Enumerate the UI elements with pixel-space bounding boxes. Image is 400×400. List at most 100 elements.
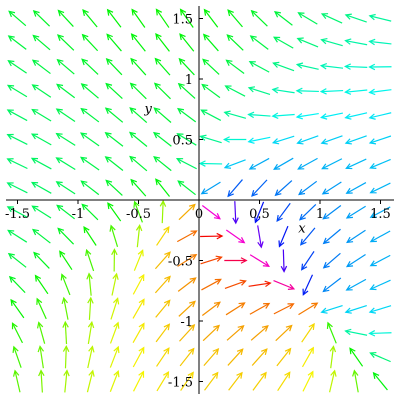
vector-arrow	[319, 62, 344, 70]
x-tick-label: -1	[72, 207, 85, 222]
vector-arrow	[33, 251, 50, 269]
vector-arrow	[344, 112, 368, 120]
vector-arrow	[106, 8, 122, 28]
vector-arrow	[368, 135, 392, 145]
vector-arrow	[273, 279, 296, 290]
vector-arrow	[12, 345, 22, 368]
vector-arrow	[344, 135, 367, 145]
vector-arrow	[55, 132, 76, 146]
vector-arrow	[107, 202, 122, 222]
vector-arrow	[55, 108, 76, 122]
vector-arrow	[10, 298, 25, 319]
x-tick-label: 1.5	[370, 207, 391, 222]
vector-arrow	[87, 345, 95, 369]
vector-arrow	[155, 299, 171, 318]
vector-arrow	[349, 347, 364, 367]
vector-arrow	[86, 369, 95, 393]
vector-arrow	[32, 34, 51, 51]
vector-arrow	[321, 181, 342, 195]
vector-arrow	[369, 158, 391, 169]
y-axis-label: y	[144, 102, 153, 117]
vector-arrow	[131, 8, 146, 28]
vector-arrow	[225, 229, 246, 244]
vector-arrow	[299, 204, 317, 221]
vector-arrow	[226, 324, 245, 341]
vector-arrow	[38, 369, 45, 393]
vector-arrow	[250, 325, 269, 341]
vector-arrow	[320, 37, 343, 47]
vector-arrow	[154, 275, 171, 294]
vector-arrow	[257, 225, 264, 249]
vector-arrow	[345, 278, 367, 291]
vector-arrow	[132, 370, 145, 392]
vector-arrow	[62, 344, 70, 369]
y-tick-label: -1.5	[168, 376, 193, 391]
vector-arrow	[155, 8, 170, 28]
vector-arrow	[298, 180, 318, 196]
vector-arrow	[31, 59, 51, 75]
vector-arrow	[249, 35, 269, 50]
vector-arrow	[369, 230, 391, 243]
vector-arrow	[272, 61, 295, 72]
vector-arrow	[369, 254, 391, 267]
vector-arrow	[322, 277, 342, 293]
vector-arrow	[198, 160, 223, 167]
vector-arrow	[109, 224, 119, 247]
vector-arrow	[224, 85, 246, 97]
vector-arrow	[179, 347, 195, 367]
vector-arrow	[30, 181, 52, 194]
vector-arrow	[176, 230, 198, 243]
y-tick-label: 1.5	[172, 13, 193, 28]
vector-arrow	[201, 301, 221, 316]
vector-arrow	[109, 345, 120, 368]
vector-arrow	[177, 253, 198, 267]
vector-arrow	[132, 298, 145, 319]
vector-arrow	[155, 323, 171, 343]
vector-arrow	[178, 57, 195, 76]
vector-arrow	[345, 205, 366, 219]
vector-arrow	[179, 33, 195, 52]
vector-arrow	[30, 133, 52, 146]
vector-arrow	[320, 112, 343, 120]
vector-arrow	[295, 62, 319, 70]
vector-arrow	[296, 135, 319, 145]
vector-arrow	[31, 84, 52, 98]
vector-arrow	[251, 179, 268, 197]
vector-arrow	[223, 159, 246, 169]
vector-arrow	[81, 33, 99, 52]
vector-arrow	[225, 59, 245, 74]
vector-arrow	[368, 305, 392, 314]
vector-arrow	[200, 181, 221, 195]
vector-arrow	[275, 324, 293, 342]
vector-arrow	[175, 158, 197, 170]
vector-arrow	[273, 303, 295, 315]
vector-arrow	[203, 348, 220, 366]
vector-arrow	[326, 321, 337, 344]
vector-arrow	[280, 249, 288, 273]
axes: -1.5 -1 -0.5 0 0.5 1 1.5 1.5 1 0.5 -0.5 -1 -1.5 x y	[5, 6, 394, 394]
vector-arrow	[7, 59, 27, 74]
vector-arrow	[179, 8, 194, 28]
vector-arrow	[105, 179, 123, 196]
vector-arrow	[223, 110, 247, 119]
vector-arrow	[227, 9, 243, 28]
vector-arrow	[251, 348, 268, 366]
vector-arrow	[301, 346, 314, 368]
vector-arrow	[368, 88, 392, 96]
vector-arrow	[202, 324, 221, 342]
vector-arrow	[31, 108, 52, 122]
vector-arrow	[369, 279, 391, 291]
vector-arrow	[11, 322, 24, 344]
vector-arrow	[202, 33, 219, 52]
x-axis-label: x	[298, 222, 306, 237]
vector-arrow	[249, 302, 271, 315]
vector-arrow	[346, 229, 366, 244]
vector-arrow	[133, 249, 144, 271]
vector-arrow	[224, 257, 248, 264]
vector-arrow	[109, 321, 120, 344]
y-tick-label: 0.5	[172, 134, 193, 149]
vector-arrow	[156, 347, 170, 367]
vector-arrow	[178, 300, 196, 317]
vector-arrow	[6, 84, 28, 98]
vector-arrow	[80, 132, 100, 147]
